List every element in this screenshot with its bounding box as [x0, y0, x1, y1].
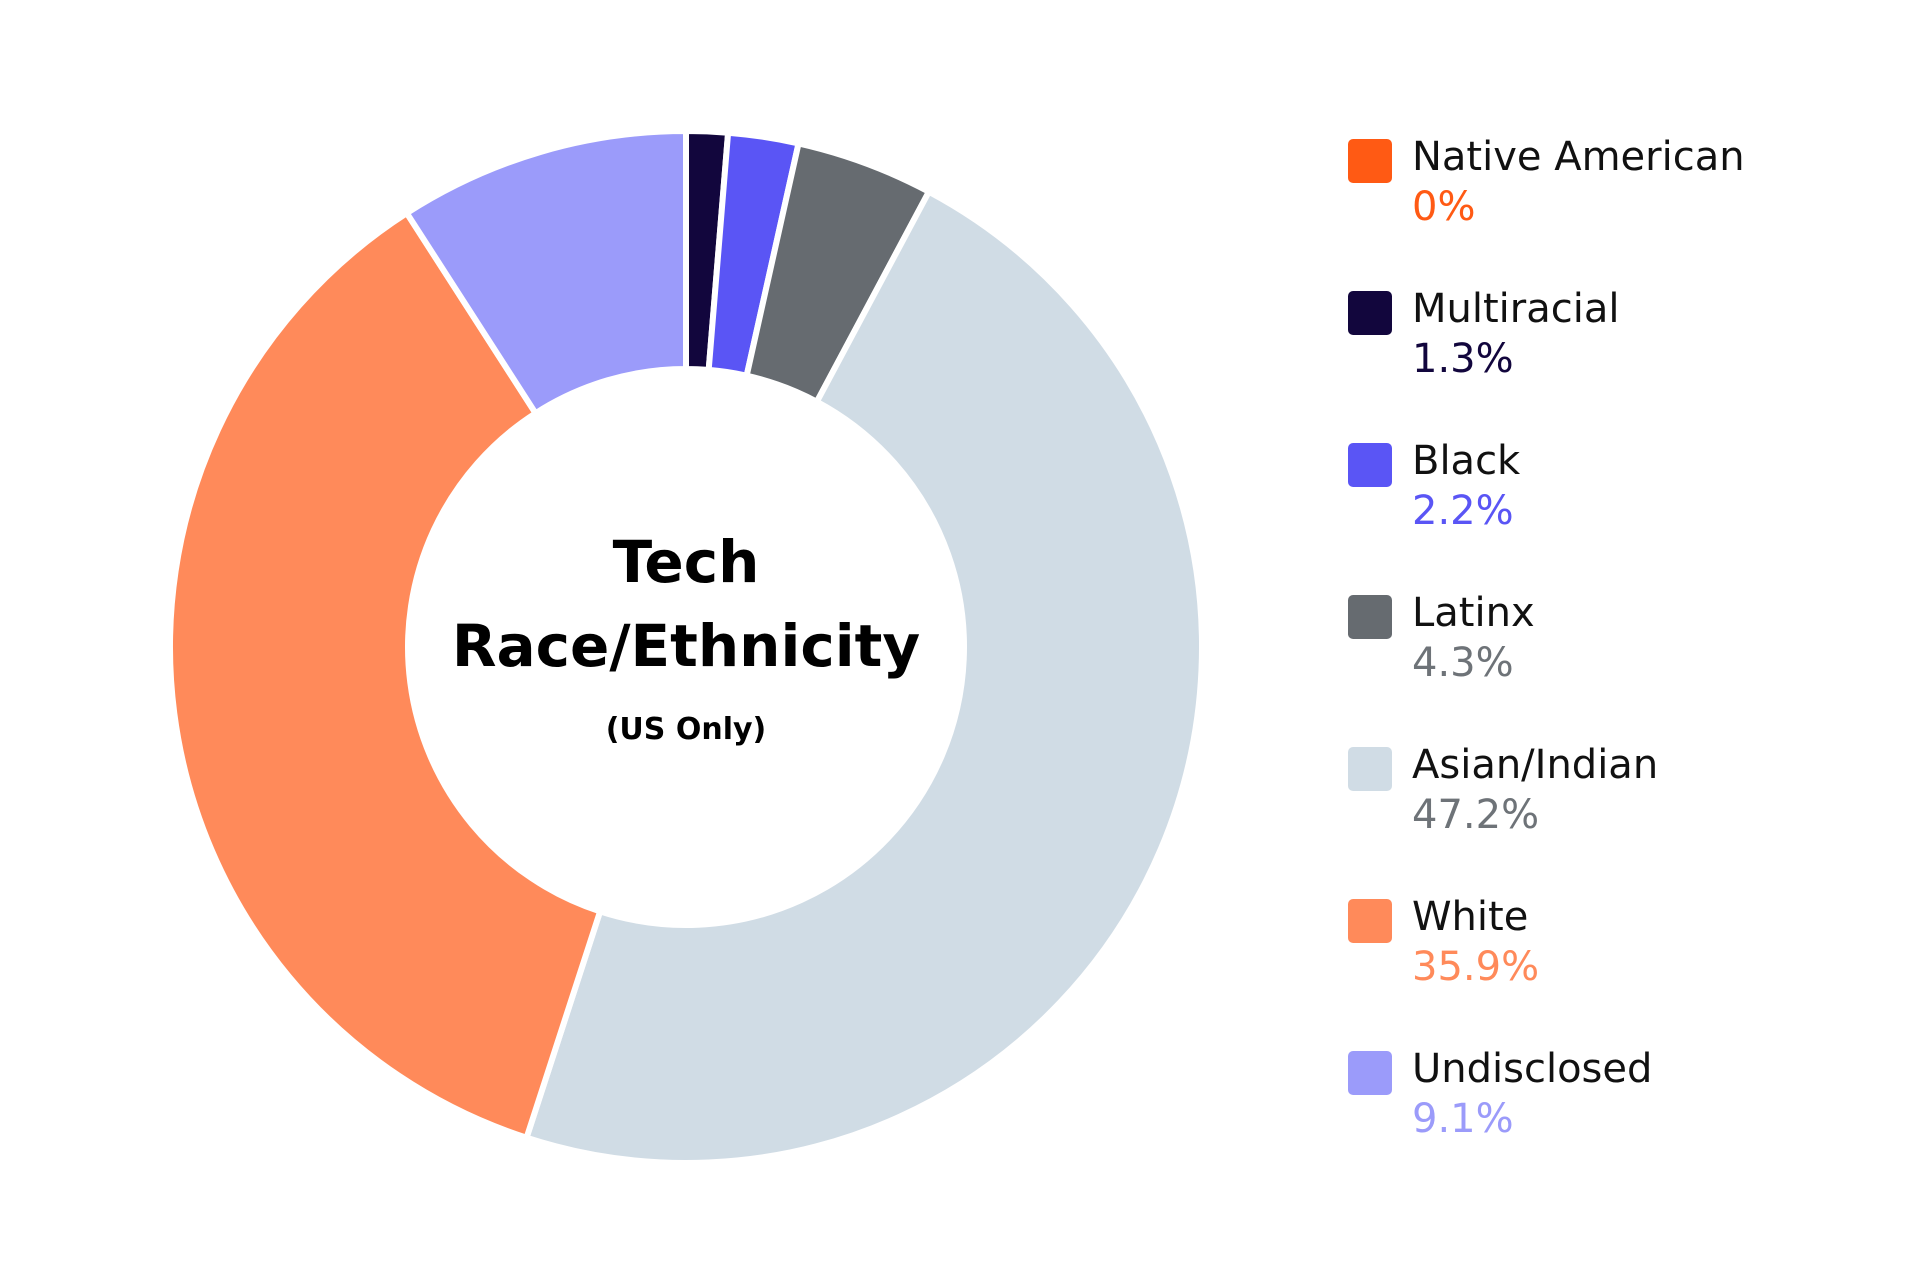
- legend-label: Native American: [1412, 134, 1745, 180]
- legend-value: 1.3%: [1412, 336, 1514, 382]
- slice-asian-indian: [522, 187, 1205, 1166]
- slice-white: [167, 208, 604, 1142]
- legend-item-latinx: Latinx 4.3%: [1348, 590, 1908, 743]
- legend-item-asian-indian: Asian/Indian 47.2%: [1348, 742, 1908, 895]
- legend-label: Asian/Indian: [1412, 742, 1659, 788]
- legend-value: 9.1%: [1412, 1096, 1514, 1142]
- legend-item-black: Black 2.2%: [1348, 438, 1908, 591]
- legend-swatch: [1348, 595, 1392, 639]
- slice-undisclosed: [402, 127, 689, 418]
- legend-value: 47.2%: [1412, 792, 1540, 838]
- legend-swatch: [1348, 899, 1392, 943]
- chart-subtitle: (US Only): [606, 712, 767, 747]
- legend-value: 4.3%: [1412, 640, 1514, 686]
- legend-item-undisclosed: Undisclosed 9.1%: [1348, 1046, 1908, 1199]
- legend-label: Multiracial: [1412, 286, 1620, 332]
- legend: Native American 0% Multiracial 1.3% Black 2.2…: [1348, 134, 1908, 1199]
- chart-title-line-2: Race/Ethnicity: [452, 612, 920, 680]
- legend-label: Undisclosed: [1412, 1046, 1653, 1092]
- donut-slices: [167, 127, 1205, 1166]
- legend-swatch: [1348, 747, 1392, 791]
- chart-title-line-1: Tech: [613, 528, 760, 596]
- legend-swatch: [1348, 443, 1392, 487]
- legend-item-multiracial: Multiracial 1.3%: [1348, 286, 1908, 439]
- legend-swatch: [1348, 139, 1392, 183]
- legend-label: Latinx: [1412, 590, 1535, 636]
- legend-swatch: [1348, 1051, 1392, 1095]
- legend-item-native-american: Native American 0%: [1348, 134, 1908, 287]
- legend-value: 0%: [1412, 184, 1476, 230]
- legend-label: White: [1412, 894, 1529, 940]
- legend-swatch: [1348, 291, 1392, 335]
- legend-value: 35.9%: [1412, 944, 1540, 990]
- legend-item-white: White 35.9%: [1348, 894, 1908, 1047]
- legend-label: Black: [1412, 438, 1521, 484]
- legend-value: 2.2%: [1412, 488, 1514, 534]
